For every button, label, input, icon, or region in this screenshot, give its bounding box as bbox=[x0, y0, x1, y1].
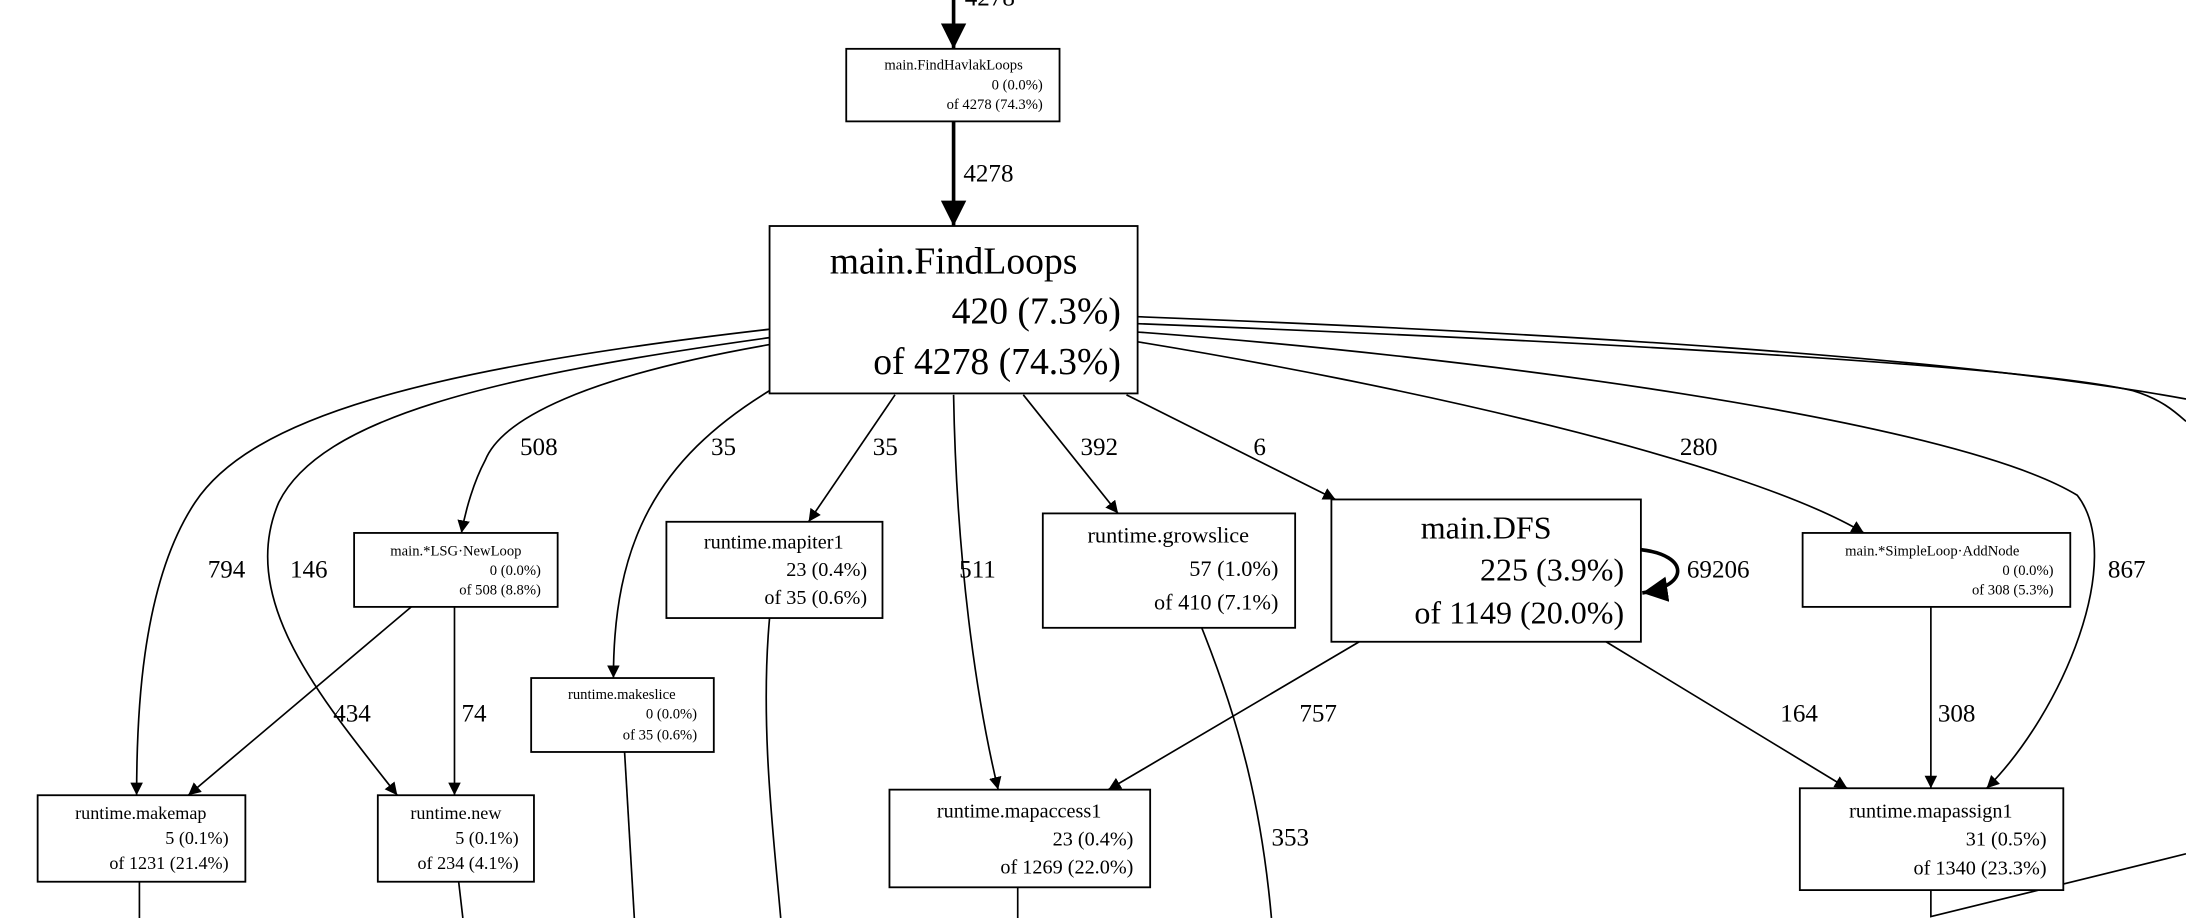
node-findloops[interactable]: main.FindLoops 420 (7.3%) of 4278 (74.3%… bbox=[768, 225, 1139, 395]
node-name: runtime.makemap bbox=[75, 803, 206, 823]
node-name: main.FindHavlakLoops bbox=[884, 58, 1023, 74]
edge-findloops-offscreen bbox=[1137, 322, 2186, 422]
edge-growslice-down bbox=[1200, 627, 1273, 918]
edge-findloops-mapiter1 bbox=[807, 394, 896, 523]
node-growslice[interactable]: runtime.growslice 57 (1.0%) of 410 (7.1%… bbox=[1041, 512, 1297, 629]
node-flat: 57 (1.0%) bbox=[1189, 556, 1278, 581]
edge-findloops-mapassign1 bbox=[1137, 331, 2096, 789]
node-name: runtime.mapiter1 bbox=[704, 531, 844, 553]
node-cum: of 4278 (74.3%) bbox=[873, 341, 1121, 383]
edge-label: 280 bbox=[1680, 434, 1718, 461]
edge-new-down bbox=[457, 881, 464, 918]
node-name: main.DFS bbox=[1421, 510, 1552, 546]
edge-label: 146 bbox=[290, 557, 328, 584]
edge-findloops-makeslice bbox=[607, 389, 770, 679]
node-cum: of 1340 (23.3%) bbox=[1914, 858, 2047, 880]
edge-dfs-mapassign1 bbox=[1605, 641, 1848, 789]
node-name: runtime.mapassign1 bbox=[1849, 801, 2012, 823]
edge-findloops-mapaccess1 bbox=[952, 394, 1002, 790]
edge-findloops-offscreen bbox=[1137, 315, 2186, 400]
edge-findloops-new bbox=[267, 336, 770, 796]
node-new[interactable]: runtime.new 5 (0.1%) of 234 (4.1%) bbox=[376, 794, 535, 883]
node-cum: of 35 (0.6%) bbox=[623, 727, 697, 743]
node-flat: 31 (0.5%) bbox=[1966, 828, 2047, 850]
node-lsg-newloop[interactable]: main.*LSG·NewLoop 0 (0.0%) of 508 (8.8%) bbox=[353, 532, 559, 608]
edge-label: 867 bbox=[2108, 557, 2146, 584]
edge-mapiter1-down bbox=[765, 617, 782, 918]
edge-label: 69206 bbox=[1687, 557, 1750, 584]
edge-label: 508 bbox=[520, 434, 558, 461]
node-flat: 5 (0.1%) bbox=[455, 828, 518, 849]
edge-findloops-addnode bbox=[1137, 340, 1865, 534]
node-name: main.*SimpleLoop·AddNode bbox=[1845, 543, 2019, 559]
edge-label: 4278 bbox=[965, 0, 1015, 12]
node-cum: of 1269 (22.0%) bbox=[1000, 856, 1133, 878]
edge-label: 353 bbox=[1271, 824, 1309, 851]
edge-label: 392 bbox=[1080, 434, 1118, 461]
edge-label: 308 bbox=[1938, 700, 1976, 727]
edge-makeslice-down bbox=[623, 751, 636, 918]
node-name: runtime.growslice bbox=[1088, 523, 1250, 548]
edge-label: 511 bbox=[959, 557, 996, 584]
node-flat: 0 (0.0%) bbox=[490, 563, 541, 579]
edge-label: 74 bbox=[461, 700, 487, 727]
node-cum: of 35 (0.6%) bbox=[764, 587, 867, 609]
edge-findloops-growslice bbox=[1022, 394, 1119, 514]
edge-findloops-dfs bbox=[1126, 394, 1336, 501]
node-cum: of 234 (4.1%) bbox=[417, 853, 518, 874]
edge-label: 757 bbox=[1299, 700, 1337, 727]
node-mapassign1[interactable]: runtime.mapassign1 31 (0.5%) of 1340 (23… bbox=[1798, 787, 2065, 892]
node-name: main.FindLoops bbox=[830, 240, 1078, 282]
node-mapiter1[interactable]: runtime.mapiter1 23 (0.4%) of 35 (0.6%) bbox=[665, 520, 884, 619]
node-flat: 225 (3.9%) bbox=[1480, 551, 1624, 587]
edge-label: 35 bbox=[711, 434, 736, 461]
node-cum: of 410 (7.1%) bbox=[1154, 590, 1278, 615]
edge-dfs-self bbox=[1640, 547, 1680, 602]
node-flat: 23 (0.4%) bbox=[1053, 828, 1134, 850]
node-simpleloop-addnode[interactable]: main.*SimpleLoop·AddNode 0 (0.0%) of 308… bbox=[1801, 532, 2072, 608]
edge-label: 164 bbox=[1780, 700, 1818, 727]
edge-newloop-makemap bbox=[187, 606, 412, 796]
node-makemap[interactable]: runtime.makemap 5 (0.1%) of 1231 (21.4%) bbox=[36, 794, 247, 883]
node-mapaccess1[interactable]: runtime.mapaccess1 23 (0.4%) of 1269 (22… bbox=[888, 788, 1152, 889]
node-cum: of 4278 (74.3%) bbox=[947, 97, 1043, 113]
node-cum: of 1231 (21.4%) bbox=[109, 853, 228, 874]
edge-label: 35 bbox=[873, 434, 898, 461]
node-cum: of 308 (5.3%) bbox=[1972, 582, 2054, 598]
node-name: main.*LSG·NewLoop bbox=[390, 543, 521, 559]
node-flat: 0 (0.0%) bbox=[2002, 563, 2053, 579]
node-dfs[interactable]: main.DFS 225 (3.9%) of 1149 (20.0%) bbox=[1330, 498, 1642, 643]
node-cum: of 508 (8.8%) bbox=[459, 582, 541, 598]
node-name: runtime.mapaccess1 bbox=[937, 801, 1101, 823]
node-findhavlakloops[interactable]: main.FindHavlakLoops 0 (0.0%) of 4278 (7… bbox=[845, 47, 1061, 123]
node-makeslice[interactable]: runtime.makeslice 0 (0.0%) of 35 (0.6%) bbox=[530, 677, 715, 753]
edges: 4278 4278 794 146 434 508 35 35 511 392 … bbox=[130, 0, 2186, 918]
edge-label: 434 bbox=[333, 700, 371, 727]
node-name: runtime.new bbox=[410, 803, 502, 823]
edge-label: 6 bbox=[1253, 434, 1266, 461]
node-name: runtime.makeslice bbox=[568, 687, 676, 703]
edge-label: 4278 bbox=[963, 160, 1013, 187]
node-flat: 0 (0.0%) bbox=[992, 77, 1043, 93]
edge-mapassign1-down bbox=[1930, 853, 2186, 918]
edge-label: 794 bbox=[208, 557, 246, 584]
node-flat: 5 (0.1%) bbox=[165, 828, 228, 849]
node-flat: 0 (0.0%) bbox=[646, 706, 697, 722]
edge-findloops-makemap bbox=[130, 328, 770, 796]
node-flat: 23 (0.4%) bbox=[786, 559, 867, 581]
node-cum: of 1149 (20.0%) bbox=[1414, 595, 1624, 631]
edge-findloops-newloop bbox=[457, 343, 770, 534]
node-flat: 420 (7.3%) bbox=[952, 291, 1121, 333]
